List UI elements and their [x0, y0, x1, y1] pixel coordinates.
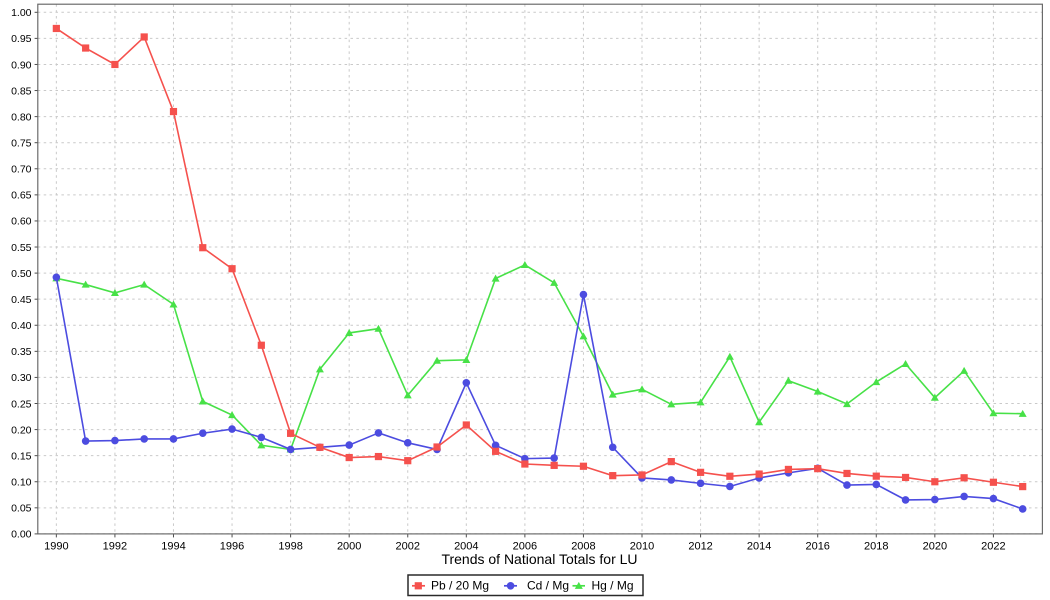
svg-text:2006: 2006 [513, 541, 537, 553]
svg-text:2004: 2004 [454, 541, 478, 553]
svg-text:0.80: 0.80 [11, 111, 32, 123]
svg-text:0.90: 0.90 [11, 59, 32, 71]
svg-text:Pb / 20 Mg: Pb / 20 Mg [431, 579, 489, 593]
svg-text:0.60: 0.60 [11, 216, 32, 228]
svg-text:2012: 2012 [688, 541, 712, 553]
svg-text:2010: 2010 [630, 541, 654, 553]
svg-text:0.70: 0.70 [11, 164, 32, 176]
svg-text:1996: 1996 [220, 541, 244, 553]
svg-text:1998: 1998 [278, 541, 302, 553]
svg-text:0.25: 0.25 [11, 398, 32, 410]
svg-text:2008: 2008 [571, 541, 595, 553]
svg-text:0.85: 0.85 [11, 85, 32, 97]
svg-text:0.05: 0.05 [11, 503, 32, 515]
svg-text:2000: 2000 [337, 541, 361, 553]
svg-text:2002: 2002 [396, 541, 420, 553]
svg-text:0.65: 0.65 [11, 190, 32, 202]
svg-text:0.30: 0.30 [11, 372, 32, 384]
svg-text:0.75: 0.75 [11, 138, 32, 150]
svg-text:2016: 2016 [805, 541, 829, 553]
svg-text:1994: 1994 [161, 541, 185, 553]
svg-text:2022: 2022 [981, 541, 1005, 553]
svg-text:0.55: 0.55 [11, 242, 32, 254]
svg-text:2014: 2014 [747, 541, 771, 553]
svg-text:1990: 1990 [44, 541, 68, 553]
svg-text:0.10: 0.10 [11, 477, 32, 489]
svg-text:0.15: 0.15 [11, 450, 32, 462]
svg-text:0.95: 0.95 [11, 33, 32, 45]
svg-text:Hg / Mg: Hg / Mg [592, 579, 634, 593]
svg-text:1.00: 1.00 [11, 7, 32, 19]
svg-text:0.45: 0.45 [11, 294, 32, 306]
svg-text:Trends of National Totals for: Trends of National Totals for LU [441, 551, 637, 567]
svg-text:Cd / Mg: Cd / Mg [527, 579, 569, 593]
svg-text:0.50: 0.50 [11, 268, 32, 280]
svg-text:1992: 1992 [103, 541, 127, 553]
svg-text:0.20: 0.20 [11, 424, 32, 436]
svg-text:0.40: 0.40 [11, 320, 32, 332]
svg-text:2018: 2018 [864, 541, 888, 553]
svg-text:2020: 2020 [923, 541, 947, 553]
svg-text:0.00: 0.00 [11, 529, 32, 541]
svg-text:0.35: 0.35 [11, 346, 32, 358]
